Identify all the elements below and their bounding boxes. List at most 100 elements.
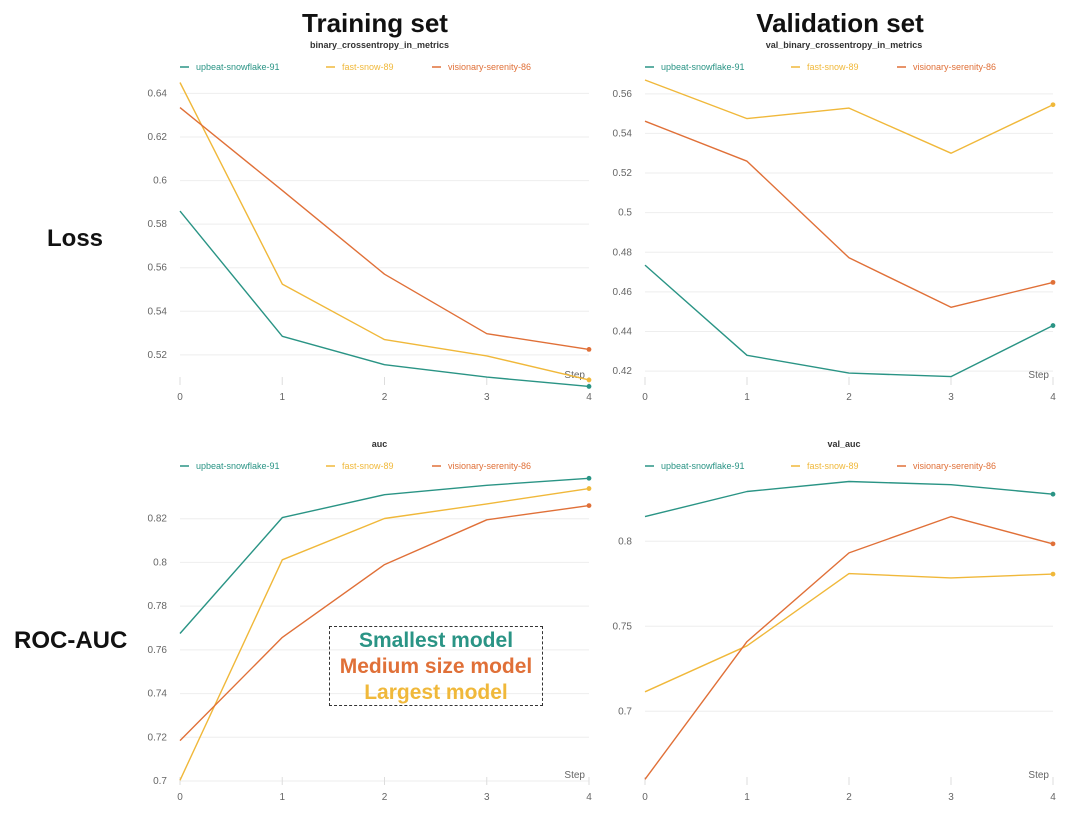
y-tick-label: 0.82: [148, 514, 168, 525]
series-end-point: [1050, 541, 1056, 547]
x-axis-label: Step: [564, 770, 585, 781]
y-tick-label: 0.48: [613, 247, 633, 258]
y-tick-label: 0.54: [613, 128, 633, 139]
y-tick-label: 0.64: [148, 88, 168, 99]
x-tick-label: 3: [948, 792, 954, 803]
series-end-point: [586, 377, 592, 383]
y-tick-label: 0.52: [613, 168, 633, 179]
series-line-upbeat-snowflake-91: [179, 210, 590, 388]
legend-label: upbeat-snowflake-91: [196, 62, 280, 72]
series-end-point: [1050, 279, 1056, 285]
legend-label: upbeat-snowflake-91: [661, 62, 745, 72]
annotation-smallest-model: Smallest model: [358, 629, 514, 652]
y-tick-label: 0.8: [618, 536, 632, 547]
y-tick-label: 0.44: [613, 326, 633, 337]
series-line-upbeat-snowflake-91: [644, 480, 1054, 518]
x-tick-label: 1: [279, 392, 285, 403]
legend-label: visionary-serenity-86: [448, 62, 531, 72]
x-axis-label: Step: [564, 370, 585, 381]
x-tick-label: 2: [846, 792, 852, 803]
series-end-point: [1050, 102, 1056, 108]
series-line-upbeat-snowflake-91: [179, 477, 590, 634]
y-tick-label: 0.76: [148, 645, 168, 656]
series-end-point: [586, 503, 592, 508]
legend-label: fast-snow-89: [342, 461, 394, 471]
y-tick-label: 0.78: [148, 601, 168, 612]
legend-label: visionary-serenity-86: [448, 461, 531, 471]
annotation-largest-model: Largest model: [364, 681, 508, 704]
x-tick-label: 2: [846, 392, 852, 403]
series-end-point: [1050, 323, 1056, 328]
model-size-annotation: Smallest model Medium size model Largest…: [329, 626, 543, 706]
x-tick-label: 4: [586, 792, 592, 803]
y-tick-label: 0.52: [148, 350, 168, 361]
column-title-validation: Validation set: [756, 8, 924, 38]
annotation-medium-model: Medium size model: [339, 655, 533, 678]
column-title-training: Training set: [302, 8, 448, 38]
series-line-fast-snow-89: [644, 79, 1054, 154]
y-tick-label: 0.7: [153, 776, 167, 787]
series-line-fast-snow-89: [644, 572, 1054, 693]
series-end-point: [1050, 571, 1056, 577]
series-end-point: [586, 347, 592, 352]
x-tick-label: 4: [1050, 792, 1056, 803]
x-tick-label: 4: [586, 392, 592, 403]
x-tick-label: 3: [484, 792, 490, 803]
x-tick-label: 0: [177, 792, 183, 803]
y-tick-label: 0.5: [618, 208, 632, 219]
y-tick-label: 0.54: [148, 306, 168, 317]
y-tick-label: 0.72: [148, 732, 168, 743]
y-tick-label: 0.75: [613, 621, 633, 632]
legend-label: fast-snow-89: [807, 62, 859, 72]
series-end-point: [586, 384, 592, 389]
x-tick-label: 1: [744, 792, 750, 803]
x-tick-label: 4: [1050, 392, 1056, 403]
y-tick-label: 0.46: [613, 287, 633, 298]
series-line-upbeat-snowflake-91: [644, 264, 1054, 378]
series-end-point: [586, 486, 592, 491]
y-tick-label: 0.56: [148, 263, 168, 274]
series-line-fast-snow-89: [179, 487, 590, 781]
row-label-roc-auc: ROC-AUC: [14, 627, 128, 654]
x-tick-label: 2: [382, 792, 388, 803]
y-tick-label: 0.6: [153, 176, 167, 187]
legend-label: fast-snow-89: [807, 461, 859, 471]
x-tick-label: 0: [642, 392, 648, 403]
series-line-fast-snow-89: [179, 82, 590, 381]
y-tick-label: 0.7: [618, 706, 632, 717]
series-line-visionary-serenity-86: [179, 504, 590, 742]
legend-label: fast-snow-89: [342, 62, 394, 72]
x-tick-label: 3: [484, 392, 490, 403]
legend-label: upbeat-snowflake-91: [661, 461, 745, 471]
x-tick-label: 1: [744, 392, 750, 403]
x-tick-label: 2: [382, 392, 388, 403]
chart-title: binary_crossentropy_in_metrics: [310, 40, 449, 50]
x-axis-label: Step: [1028, 370, 1049, 381]
x-axis-label: Step: [1028, 770, 1049, 781]
series-line-visionary-serenity-86: [179, 107, 590, 351]
x-tick-label: 0: [177, 392, 183, 403]
y-tick-label: 0.58: [148, 219, 168, 230]
legend-label: visionary-serenity-86: [913, 62, 996, 72]
chart-title: val_binary_crossentropy_in_metrics: [766, 40, 923, 50]
series-end-point: [1050, 491, 1056, 497]
chart-title: val_auc: [827, 439, 860, 449]
series-end-point: [586, 475, 592, 481]
y-tick-label: 0.74: [148, 689, 168, 700]
row-label-loss: Loss: [47, 225, 104, 252]
y-tick-label: 0.56: [613, 89, 633, 100]
x-tick-label: 0: [642, 792, 648, 803]
x-tick-label: 3: [948, 392, 954, 403]
legend-label: upbeat-snowflake-91: [196, 461, 280, 471]
y-tick-label: 0.42: [613, 366, 633, 377]
legend-label: visionary-serenity-86: [913, 461, 996, 471]
series-line-visionary-serenity-86: [644, 120, 1054, 308]
chart-title: auc: [372, 439, 388, 449]
series-line-visionary-serenity-86: [644, 515, 1054, 780]
x-tick-label: 1: [279, 792, 285, 803]
y-tick-label: 0.62: [148, 132, 168, 143]
